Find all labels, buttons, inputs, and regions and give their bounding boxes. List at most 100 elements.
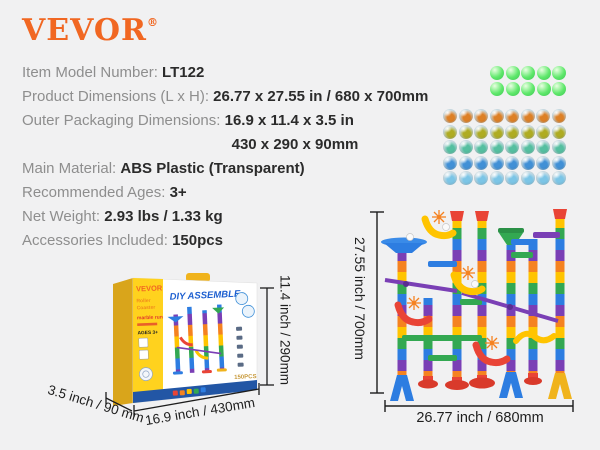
packaging-dimensions-inches: 16.9 x 11.4 x 3.5 in xyxy=(224,112,354,129)
spec-label: Item Model Number: xyxy=(22,64,163,81)
box-feature-icons xyxy=(236,326,244,367)
glow-marble xyxy=(490,66,504,80)
glass-marble xyxy=(536,124,550,139)
glass-marble xyxy=(443,109,457,123)
glass-marble xyxy=(536,140,550,154)
glass-marble xyxy=(505,109,519,123)
spinner-wheel-icon xyxy=(485,336,499,350)
red-base xyxy=(445,377,469,390)
glow-marbles-grid xyxy=(490,66,568,97)
glow-marble xyxy=(552,66,566,80)
package-box-figure: VEVOR Roller Coaster marble run AGES 3+ … xyxy=(105,273,274,417)
glow-marble xyxy=(521,81,535,96)
spec-row-model-number: Item Model Number: LT122 xyxy=(22,61,492,85)
blue-connector-2 xyxy=(511,239,533,245)
glass-marble xyxy=(489,124,504,139)
glass-marble xyxy=(536,155,550,170)
spec-row-product-dimensions: Product Dimensions (L x H): 26.77 x 27.5… xyxy=(22,85,492,109)
specs-list: Item Model Number: LT122 Product Dimensi… xyxy=(22,61,492,253)
box-side-face xyxy=(113,278,133,406)
spinner-wheel-icon xyxy=(461,266,475,280)
box-title-text: DIY ASSEMBLE xyxy=(169,289,241,303)
spinner-wheel-icon xyxy=(407,296,421,310)
glow-marble xyxy=(490,81,504,96)
registered-trademark-mark: ® xyxy=(146,16,158,29)
glass-marble xyxy=(458,140,473,154)
spec-value: 150pcs xyxy=(172,232,223,249)
glass-marble xyxy=(505,155,519,170)
glass-marble xyxy=(551,140,566,154)
glass-marbles-grid xyxy=(443,109,567,187)
red-slide-2 xyxy=(472,341,511,367)
glass-marble xyxy=(474,171,488,185)
spec-label: Recommended Ages: xyxy=(22,184,170,201)
glow-marble xyxy=(505,81,520,96)
box-badge-2 xyxy=(138,349,149,360)
box-band-logos xyxy=(172,387,206,396)
glass-marble xyxy=(458,171,473,185)
spec-row-ages: Recommended Ages: 3+ xyxy=(22,181,492,205)
green-connector-1 xyxy=(511,252,533,258)
blue-connector-1 xyxy=(428,261,457,267)
spec-row-net-weight: Net Weight: 2.93 lbs / 1.33 kg xyxy=(22,205,492,229)
glass-marble xyxy=(536,171,550,185)
blue-foot xyxy=(499,372,523,398)
glass-marble xyxy=(505,140,519,154)
glass-marble xyxy=(443,155,457,170)
glass-marble xyxy=(489,140,504,154)
glass-marble xyxy=(551,124,566,139)
glass-marble xyxy=(551,109,566,123)
glass-marble xyxy=(520,124,535,139)
glow-marble xyxy=(536,66,551,80)
spec-value: 26.77 x 27.55 in / 680 x 700mm xyxy=(213,88,429,105)
box-side-coaster-text: Coaster xyxy=(137,305,156,312)
glass-marble xyxy=(443,124,457,139)
red-base xyxy=(418,376,438,389)
box-front-badge-1 xyxy=(235,292,249,305)
yellow-slide-1 xyxy=(421,215,457,240)
glass-marble xyxy=(489,171,504,185)
vevor-logo-text: VEVOR xyxy=(22,13,147,48)
spec-value: 2.93 lbs / 1.33 kg xyxy=(104,208,223,225)
glass-marble xyxy=(474,155,488,170)
blue-foot xyxy=(390,375,414,401)
spec-value: 16.9 x 11.4 x 3.5 in 430 x 290 x 90mm xyxy=(225,109,359,157)
glow-marble xyxy=(536,81,551,96)
glass-marble xyxy=(458,155,473,170)
glass-marble xyxy=(474,124,488,139)
purple-connector xyxy=(533,232,560,238)
yellow-seesaw xyxy=(513,330,557,344)
yellow-slide-2 xyxy=(450,271,486,296)
yellow-foot xyxy=(548,373,572,399)
box-side-roller-text: Roller xyxy=(136,298,150,304)
glass-marble xyxy=(505,171,519,185)
red-cap-2 xyxy=(475,211,489,221)
box-pieces-text: 150PCS xyxy=(234,374,257,381)
glow-marble xyxy=(552,81,566,96)
red-cap-1 xyxy=(450,211,464,221)
spec-value: 3+ xyxy=(169,184,187,201)
glass-marble xyxy=(551,171,566,185)
spec-label: Accessories Included: xyxy=(22,232,173,249)
tower-structure xyxy=(381,209,572,401)
red-base xyxy=(524,373,542,385)
green-connector-2 xyxy=(460,299,482,305)
green-connector-3 xyxy=(402,335,482,341)
glass-marble xyxy=(489,155,504,170)
glass-marble xyxy=(474,140,488,154)
red-base xyxy=(469,375,495,389)
vevor-logo: VEVOR® xyxy=(22,16,158,46)
glass-marble xyxy=(443,171,457,185)
glass-marble xyxy=(520,140,535,154)
box-side-marble-run-text: marble run xyxy=(137,314,163,321)
glass-marble xyxy=(551,155,566,170)
white-marble xyxy=(442,223,450,231)
glass-marble xyxy=(458,124,473,139)
glass-marble xyxy=(536,109,550,123)
glass-marble xyxy=(505,124,519,139)
glow-marble xyxy=(505,66,520,80)
spec-value: LT122 xyxy=(162,64,205,81)
green-connector-4 xyxy=(428,355,457,361)
glass-marble xyxy=(520,155,535,170)
